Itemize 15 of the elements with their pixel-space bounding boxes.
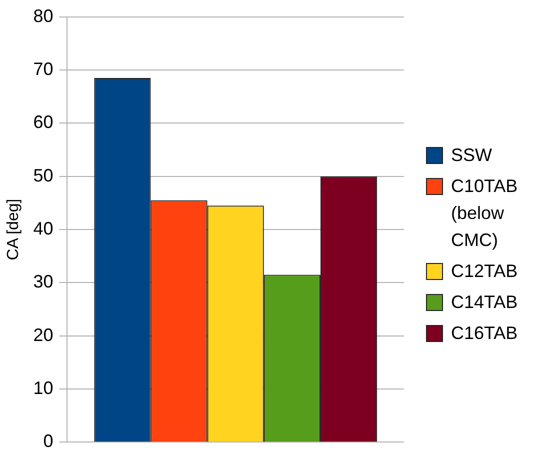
legend-label: SSW	[451, 144, 492, 167]
y-tick-label: 80	[33, 6, 54, 26]
y-tick-label: 70	[33, 58, 54, 79]
y-tick-label: 40	[33, 218, 54, 238]
y-tick-label: 50	[33, 165, 54, 186]
legend-label: C10TAB (below CMC)	[451, 175, 519, 252]
y-tick-label: 0	[43, 431, 54, 452]
legend-label: C12TAB	[451, 260, 518, 283]
y-tick-label: 60	[33, 112, 54, 132]
y-axis-title: CA [deg]	[5, 198, 22, 260]
y-tick-label: 10	[33, 378, 54, 398]
y-tick-label: 30	[33, 272, 54, 292]
legend-label: C16TAB	[451, 322, 518, 345]
legend-label: C14TAB	[451, 291, 518, 314]
y-tick-label: 20	[33, 324, 54, 345]
